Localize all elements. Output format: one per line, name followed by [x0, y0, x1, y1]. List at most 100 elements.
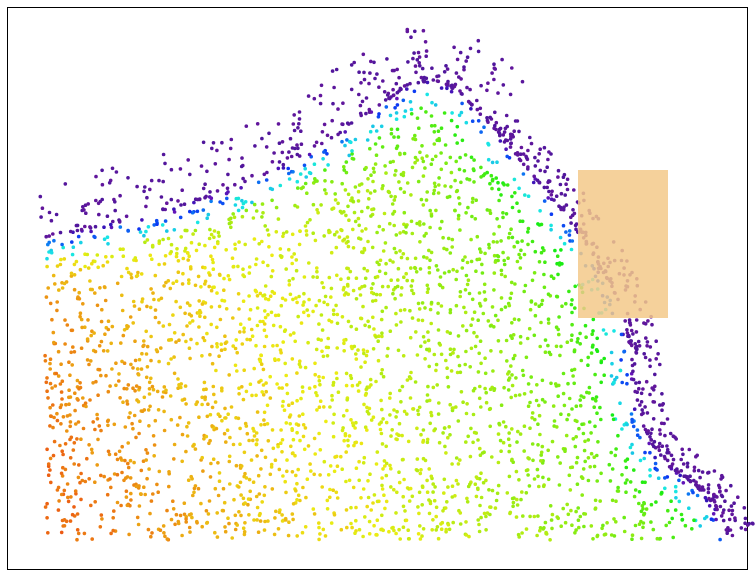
dot: [243, 243, 247, 247]
dot: [469, 107, 473, 111]
dot: [483, 387, 487, 391]
dot: [486, 511, 490, 515]
dot: [90, 537, 94, 541]
dot: [563, 449, 567, 453]
dot: [203, 182, 207, 186]
dot: [162, 410, 166, 414]
dot: [234, 338, 238, 342]
dot: [275, 206, 279, 210]
dot: [199, 502, 203, 506]
dot: [477, 50, 481, 54]
dot: [515, 470, 519, 474]
dot: [478, 257, 482, 261]
dot: [88, 225, 92, 229]
dot: [516, 240, 520, 244]
dot: [466, 435, 470, 439]
dot: [429, 502, 433, 506]
dot: [441, 509, 445, 513]
dot: [278, 468, 282, 472]
dot: [256, 410, 260, 414]
dot: [367, 496, 371, 500]
dot: [507, 437, 511, 441]
dot: [459, 371, 463, 375]
dot: [657, 445, 661, 449]
dot: [460, 102, 464, 106]
dot: [354, 506, 358, 510]
dot: [259, 353, 263, 357]
dot: [390, 428, 394, 432]
dot: [625, 478, 629, 482]
dot: [267, 439, 271, 443]
dot: [257, 181, 261, 185]
dot: [476, 318, 480, 322]
dot: [494, 128, 498, 132]
dot: [250, 174, 254, 178]
dot: [277, 527, 281, 531]
dot: [393, 195, 397, 199]
dot: [513, 191, 517, 195]
dot: [465, 86, 469, 90]
dot: [101, 264, 105, 268]
dot: [391, 88, 395, 92]
dot: [394, 251, 398, 255]
dot: [526, 165, 530, 169]
dot: [247, 439, 251, 443]
dot: [344, 214, 348, 218]
dot: [87, 443, 91, 447]
dot: [546, 449, 550, 453]
dot: [461, 400, 465, 404]
dot: [172, 355, 176, 359]
dot: [642, 502, 646, 506]
dot: [393, 173, 397, 177]
dot: [433, 185, 437, 189]
dot: [509, 145, 513, 149]
dot: [50, 219, 54, 223]
dot: [209, 323, 213, 327]
dot: [677, 479, 681, 483]
dot: [249, 308, 253, 312]
dot: [44, 235, 48, 239]
dot: [476, 235, 480, 239]
dot: [665, 444, 669, 448]
dot: [645, 344, 649, 348]
dot: [197, 415, 201, 419]
dot: [295, 431, 299, 435]
dot: [86, 202, 90, 206]
dot: [363, 324, 367, 328]
dot: [152, 388, 156, 392]
dot: [542, 249, 546, 253]
dot: [385, 57, 389, 61]
dot: [604, 332, 608, 336]
dot: [148, 387, 152, 391]
dot: [334, 304, 338, 308]
dot: [157, 321, 161, 325]
dot: [313, 437, 317, 441]
dot: [685, 475, 689, 479]
dot: [472, 158, 476, 162]
dot: [146, 365, 150, 369]
dot: [451, 484, 455, 488]
dot: [573, 306, 577, 310]
dot: [381, 417, 385, 421]
dot: [437, 401, 441, 405]
dot: [708, 504, 712, 508]
dot: [370, 291, 374, 295]
dot: [289, 293, 293, 297]
dot: [352, 289, 356, 293]
dot: [188, 526, 192, 530]
dot: [402, 505, 406, 509]
dot: [284, 374, 288, 378]
dot: [326, 499, 330, 503]
dot: [129, 363, 133, 367]
dot: [301, 385, 305, 389]
dot: [443, 111, 447, 115]
dot: [243, 501, 247, 505]
dot: [165, 201, 169, 205]
dot: [79, 268, 83, 272]
dot: [519, 249, 523, 253]
dot: [228, 278, 232, 282]
dot: [138, 504, 142, 508]
dot: [253, 237, 257, 241]
dot: [441, 236, 445, 240]
dot: [409, 371, 413, 375]
